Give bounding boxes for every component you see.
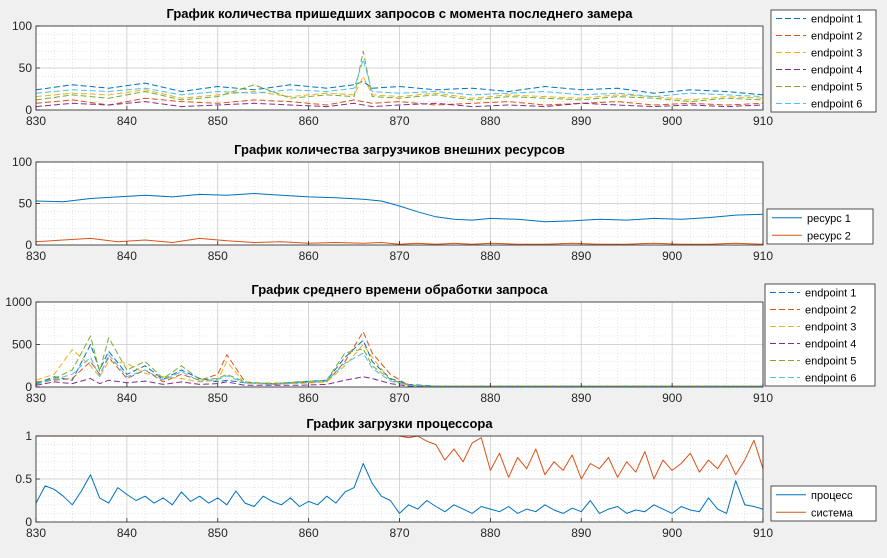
y-tick-label: 0.5 (15, 472, 32, 486)
y-tick-label: 1000 (5, 295, 32, 309)
legend-label: endpoint 6 (811, 99, 862, 111)
chart-4: 830 840 850 860 870 880 890 900 910 0 0.5 1 График з… (15, 416, 877, 540)
x-tick-label: 890 (571, 249, 591, 263)
x-tick-label: 890 (571, 526, 591, 540)
y-tick-label: 100 (12, 155, 32, 169)
legend-label: endpoint 2 (805, 305, 856, 317)
series-line-4 (35, 101, 764, 108)
series-line-2 (35, 97, 764, 106)
y-tick-label: 0 (25, 238, 32, 252)
series-line-6 (35, 59, 764, 98)
legend-label: endpoint 3 (811, 48, 862, 60)
legend-label: endpoint 1 (811, 14, 862, 26)
x-tick-label: 840 (117, 391, 137, 405)
legend-box (764, 283, 876, 387)
legend-label: ресурс 2 (807, 230, 851, 242)
legend-label: endpoint 4 (805, 339, 856, 351)
y-tick-label: 100 (12, 19, 32, 33)
y-tick-label: 0 (25, 515, 32, 529)
x-tick-label: 870 (389, 114, 409, 128)
x-tick-label: 890 (571, 391, 591, 405)
x-tick-label: 830 (26, 249, 46, 263)
y-tick-label: 500 (12, 338, 32, 352)
series-line-1 (35, 463, 764, 514)
series-line-5 (35, 50, 764, 103)
series-line-2 (35, 237, 764, 245)
legend: endpoint 1 endpoint 2 endpoint 3 endpoint 4… (764, 283, 876, 387)
legend-box (770, 9, 877, 113)
chart-2: 830 840 850 860 870 880 890 900 910 0 50 100 График … (12, 142, 874, 263)
x-tick-label: 860 (299, 391, 319, 405)
x-tick-label: 850 (208, 526, 228, 540)
chart-title: График загрузки процессора (306, 416, 493, 431)
legend-label: endpoint 4 (811, 65, 862, 77)
chart-1: 830 840 850 860 870 880 890 900 910 0 50 100 График … (12, 6, 877, 128)
chart-title: График количества пришедших запросов с м… (166, 6, 633, 21)
series-line-5 (35, 335, 763, 387)
chart-3: 830 840 850 860 870 880 890 900 910 0 500 1000 Графи… (5, 282, 876, 405)
x-tick-label: 870 (389, 249, 409, 263)
chart-title: График среднего времени обработки запрос… (251, 282, 548, 297)
legend-box (766, 208, 874, 245)
x-tick-label: 830 (26, 391, 46, 405)
y-tick-label: 0 (25, 103, 32, 117)
y-tick-label: 50 (19, 61, 33, 75)
series-line-6 (35, 352, 763, 387)
x-tick-label: 860 (299, 526, 319, 540)
legend-box (770, 485, 877, 522)
legend-label: система (811, 507, 854, 519)
legend-label: endpoint 2 (811, 31, 862, 43)
x-tick-label: 910 (753, 391, 773, 405)
y-tick-label: 50 (19, 197, 33, 211)
x-tick-label: 860 (299, 114, 319, 128)
series-line-1 (35, 80, 764, 96)
x-tick-label: 860 (299, 249, 319, 263)
x-tick-label: 840 (117, 114, 137, 128)
series-line-1 (35, 193, 764, 223)
x-tick-label: 910 (753, 526, 773, 540)
x-tick-label: 900 (662, 114, 682, 128)
legend-label: процесс (811, 490, 853, 502)
x-tick-label: 830 (26, 526, 46, 540)
x-tick-label: 910 (753, 114, 773, 128)
legend-label: endpoint 3 (805, 322, 856, 334)
x-tick-label: 850 (208, 249, 228, 263)
x-tick-label: 880 (480, 114, 500, 128)
x-tick-label: 900 (662, 391, 682, 405)
x-tick-label: 850 (208, 391, 228, 405)
legend-label: endpoint 6 (805, 373, 856, 385)
legend: процесс система (770, 485, 877, 522)
x-tick-label: 870 (389, 526, 409, 540)
legend: endpoint 1 endpoint 2 endpoint 3 endpoint 4… (770, 9, 877, 113)
x-tick-label: 910 (753, 249, 773, 263)
x-tick-label: 830 (26, 114, 46, 128)
legend-label: endpoint 5 (805, 356, 856, 368)
legend-label: endpoint 1 (805, 288, 856, 300)
x-tick-label: 840 (117, 526, 137, 540)
x-tick-label: 900 (662, 249, 682, 263)
x-tick-label: 840 (117, 249, 137, 263)
legend: ресурс 1 ресурс 2 (766, 208, 874, 245)
chart-title: График количества загрузчиков внешних ре… (234, 142, 565, 157)
x-tick-label: 890 (571, 114, 591, 128)
x-tick-label: 850 (208, 114, 228, 128)
x-tick-label: 880 (480, 391, 500, 405)
legend-label: endpoint 5 (811, 82, 862, 94)
x-tick-label: 880 (480, 526, 500, 540)
x-tick-label: 880 (480, 249, 500, 263)
legend-label: ресурс 1 (807, 213, 851, 225)
y-tick-label: 1 (25, 429, 32, 443)
y-tick-label: 0 (25, 380, 32, 394)
x-tick-label: 900 (662, 526, 682, 540)
x-tick-label: 870 (389, 391, 409, 405)
